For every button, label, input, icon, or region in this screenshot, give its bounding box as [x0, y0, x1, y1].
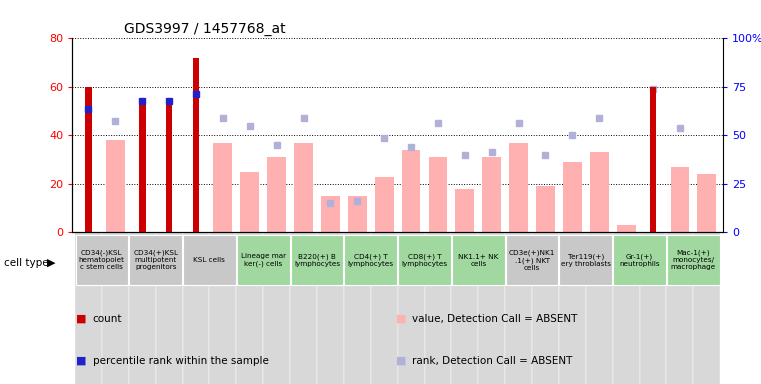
- Bar: [452, 235, 505, 285]
- Text: NK1.1+ NK
cells: NK1.1+ NK cells: [458, 254, 498, 266]
- Bar: [697, 174, 716, 232]
- Bar: [237, 232, 263, 384]
- Text: ■: ■: [396, 356, 406, 366]
- Bar: [532, 232, 559, 384]
- Text: ▶: ▶: [47, 258, 56, 268]
- Text: B220(+) B
lymphocytes: B220(+) B lymphocytes: [294, 253, 340, 267]
- Bar: [75, 235, 128, 285]
- Text: ■: ■: [76, 314, 87, 324]
- Bar: [240, 172, 260, 232]
- Bar: [650, 87, 657, 232]
- Text: count: count: [93, 314, 123, 324]
- Bar: [425, 232, 451, 384]
- Bar: [344, 232, 371, 384]
- Bar: [294, 142, 313, 232]
- Text: cell type: cell type: [4, 258, 49, 268]
- Text: KSL cells: KSL cells: [193, 257, 225, 263]
- Bar: [451, 232, 478, 384]
- Bar: [563, 162, 582, 232]
- Bar: [139, 99, 145, 232]
- Text: value, Detection Call = ABSENT: value, Detection Call = ABSENT: [412, 314, 578, 324]
- Bar: [667, 235, 720, 285]
- Text: Lineage mar
ker(-) cells: Lineage mar ker(-) cells: [240, 253, 285, 267]
- Bar: [317, 232, 344, 384]
- Text: CD3e(+)NK1
.1(+) NKT
cells: CD3e(+)NK1 .1(+) NKT cells: [509, 250, 556, 271]
- Bar: [321, 196, 340, 232]
- Text: CD34(-)KSL
hematopoiet
c stem cells: CD34(-)KSL hematopoiet c stem cells: [79, 250, 125, 270]
- Text: CD8(+) T
lymphocytes: CD8(+) T lymphocytes: [402, 253, 447, 267]
- Text: rank, Detection Call = ABSENT: rank, Detection Call = ABSENT: [412, 356, 573, 366]
- Bar: [616, 225, 635, 232]
- Bar: [536, 186, 555, 232]
- Text: CD34(+)KSL
multipotent
progenitors: CD34(+)KSL multipotent progenitors: [133, 250, 178, 270]
- Bar: [106, 140, 125, 232]
- Bar: [590, 152, 609, 232]
- Bar: [478, 232, 505, 384]
- Bar: [559, 232, 586, 384]
- Text: Mac-1(+)
monocytes/
macrophage: Mac-1(+) monocytes/ macrophage: [670, 250, 716, 270]
- Bar: [263, 232, 290, 384]
- Bar: [102, 232, 129, 384]
- Bar: [613, 235, 666, 285]
- Bar: [506, 235, 559, 285]
- Text: ■: ■: [76, 356, 87, 366]
- Bar: [613, 232, 639, 384]
- Bar: [156, 232, 183, 384]
- Bar: [183, 232, 209, 384]
- Bar: [482, 157, 501, 232]
- Text: CD4(+) T
lymphocytes: CD4(+) T lymphocytes: [348, 253, 393, 267]
- Text: Gr-1(+)
neutrophils: Gr-1(+) neutrophils: [619, 253, 660, 267]
- Bar: [75, 232, 102, 384]
- Bar: [209, 232, 237, 384]
- Bar: [267, 157, 286, 232]
- Bar: [509, 142, 528, 232]
- Bar: [505, 232, 532, 384]
- Bar: [166, 99, 173, 232]
- Bar: [586, 232, 613, 384]
- Bar: [667, 232, 693, 384]
- Bar: [129, 235, 182, 285]
- Text: percentile rank within the sample: percentile rank within the sample: [93, 356, 269, 366]
- Bar: [183, 235, 236, 285]
- Bar: [371, 232, 397, 384]
- Bar: [348, 196, 367, 232]
- Bar: [402, 150, 421, 232]
- Text: ■: ■: [396, 314, 406, 324]
- Bar: [85, 87, 92, 232]
- Bar: [398, 235, 451, 285]
- Bar: [397, 232, 425, 384]
- Bar: [237, 235, 289, 285]
- Bar: [639, 232, 667, 384]
- Bar: [670, 167, 689, 232]
- Bar: [559, 235, 612, 285]
- Text: Ter119(+)
ery throblasts: Ter119(+) ery throblasts: [561, 253, 611, 267]
- Bar: [455, 189, 474, 232]
- Bar: [693, 232, 720, 384]
- Text: GDS3997 / 1457768_at: GDS3997 / 1457768_at: [124, 22, 286, 36]
- Bar: [374, 177, 393, 232]
- Bar: [291, 235, 343, 285]
- Bar: [193, 58, 199, 232]
- Bar: [129, 232, 156, 384]
- Bar: [290, 232, 317, 384]
- Bar: [213, 142, 232, 232]
- Bar: [428, 157, 447, 232]
- Bar: [345, 235, 397, 285]
